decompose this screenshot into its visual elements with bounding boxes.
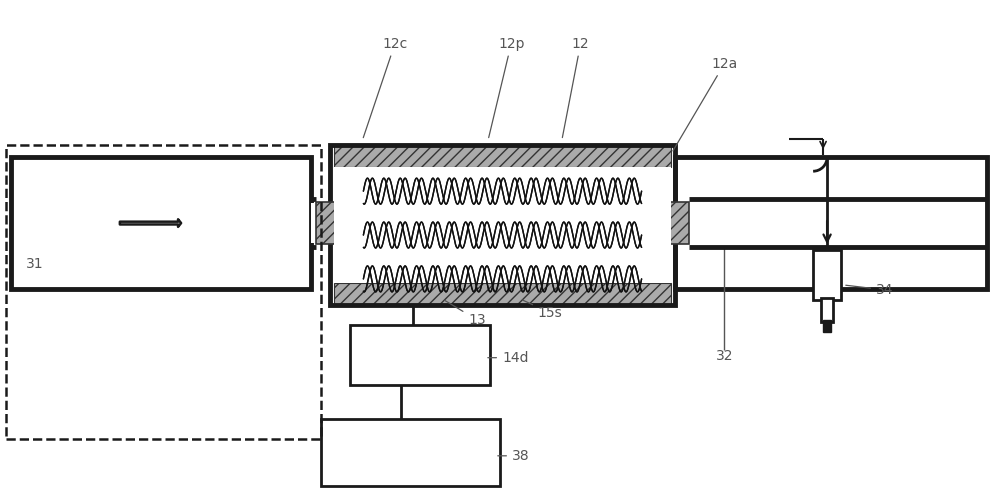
- Bar: [821, 298, 833, 322]
- Bar: [823, 320, 831, 332]
- Text: 34: 34: [846, 283, 893, 297]
- Text: 31: 31: [26, 257, 44, 271]
- Bar: [321, 418, 500, 486]
- Bar: [330, 146, 675, 305]
- Bar: [334, 283, 671, 305]
- Bar: [684, 203, 689, 243]
- Bar: [6, 146, 321, 440]
- Bar: [660, 202, 689, 244]
- Bar: [316, 202, 345, 244]
- Text: 12a: 12a: [673, 56, 738, 151]
- Text: 12: 12: [562, 37, 589, 138]
- Text: 38: 38: [498, 449, 530, 463]
- Bar: [311, 203, 330, 243]
- Bar: [334, 146, 671, 167]
- Bar: [350, 325, 490, 385]
- Bar: [334, 167, 671, 283]
- Text: 32: 32: [716, 348, 734, 363]
- Text: 14d: 14d: [488, 350, 528, 365]
- Text: 15s: 15s: [522, 300, 563, 320]
- Text: 13: 13: [445, 300, 486, 327]
- Bar: [813, 250, 841, 300]
- Bar: [330, 146, 675, 305]
- Text: 12c: 12c: [363, 37, 408, 138]
- Bar: [11, 157, 311, 289]
- Text: 12p: 12p: [489, 37, 525, 138]
- Bar: [675, 157, 987, 289]
